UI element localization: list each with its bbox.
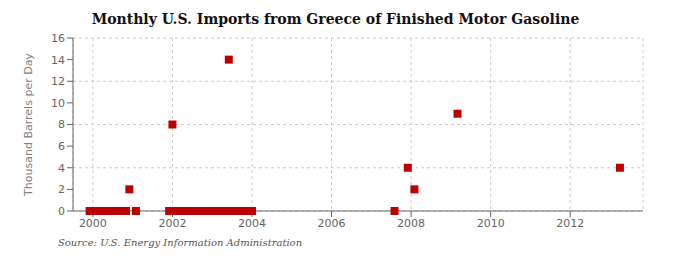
svg-text:2004: 2004 <box>238 217 266 230</box>
svg-text:Thousand Barrels per Day: Thousand Barrels per Day <box>22 53 35 197</box>
svg-text:2010: 2010 <box>477 217 505 230</box>
svg-text:10: 10 <box>51 97 65 110</box>
svg-text:12: 12 <box>51 75 65 88</box>
svg-text:2012: 2012 <box>556 217 584 230</box>
svg-text:8: 8 <box>58 118 65 131</box>
svg-text:2008: 2008 <box>397 217 425 230</box>
svg-text:4: 4 <box>58 162 65 175</box>
svg-text:2006: 2006 <box>318 217 346 230</box>
svg-text:14: 14 <box>51 54 65 67</box>
svg-text:0: 0 <box>58 205 65 218</box>
svg-text:2000: 2000 <box>79 217 107 230</box>
svg-text:2002: 2002 <box>158 217 186 230</box>
svg-text:6: 6 <box>58 140 65 153</box>
svg-text:2: 2 <box>58 183 65 196</box>
html-text:Monthly U.S. Imports from Gree: Monthly U.S. Imports from Greece of Fini… <box>91 11 580 27</box>
svg-text:16: 16 <box>51 32 65 45</box>
html-text:Source: U.S. Energy Informatio: Source: U.S. Energy Information Administ… <box>58 237 303 248</box>
